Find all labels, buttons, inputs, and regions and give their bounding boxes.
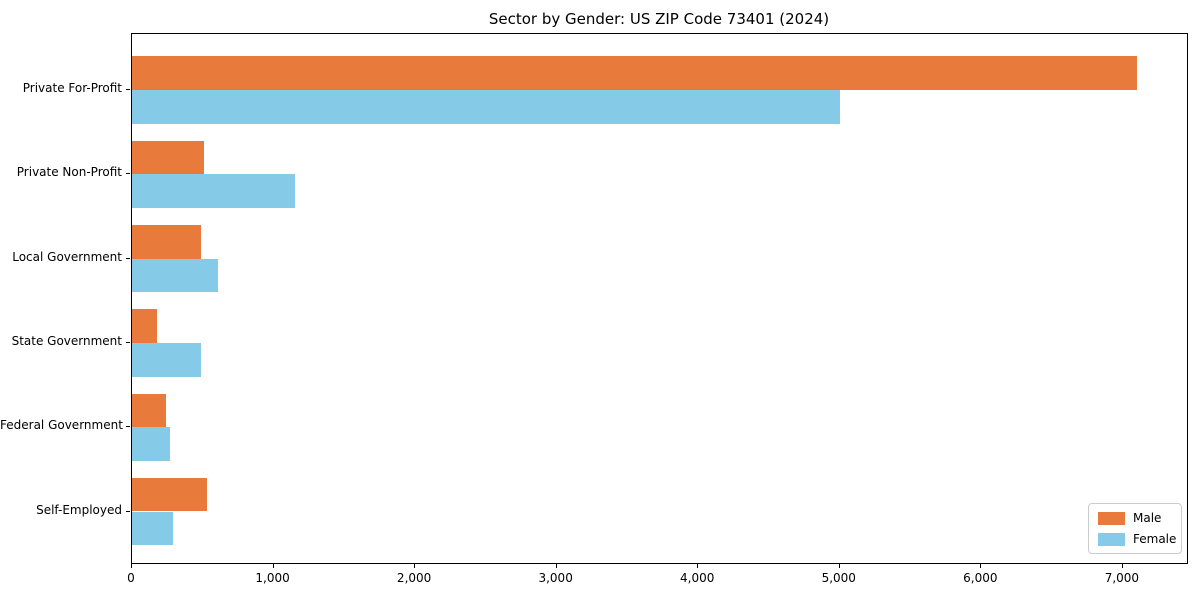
ytick-label-local-government: Local Government — [12, 249, 122, 264]
xtick-mark — [414, 564, 416, 568]
bar-male-private-for-profit — [132, 56, 1138, 90]
bar-male-state-government — [132, 309, 158, 343]
xtick-label-4-000: 4,000 — [680, 571, 715, 585]
ytick-mark — [126, 510, 130, 512]
ytick-mark — [126, 341, 130, 343]
ytick-mark — [126, 426, 130, 428]
bar-female-state-government — [132, 342, 202, 377]
xtick-label-3-000: 3,000 — [538, 571, 573, 585]
ytick-label-private-for-profit: Private For-Profit — [22, 81, 122, 95]
bar-female-federal-government — [132, 427, 171, 461]
plot-area — [131, 33, 1188, 564]
xtick-mark — [131, 564, 132, 568]
bar-female-self-employed — [132, 511, 174, 546]
legend-label-female: Female — [1133, 532, 1177, 546]
xtick-label-5-000: 5,000 — [821, 571, 856, 585]
ytick-mark — [126, 173, 130, 175]
female-series-swatch — [1098, 532, 1125, 546]
ytick-label-private-non-profit: Private Non-Profit — [16, 165, 122, 180]
ytick-label-state-government: State Government — [11, 333, 122, 348]
ytick-mark — [126, 89, 130, 90]
xtick-label-6-000: 6,000 — [963, 571, 998, 585]
legend-label-male: Male — [1133, 511, 1162, 525]
legend: Male Female — [1088, 503, 1182, 554]
xtick-mark — [838, 564, 840, 568]
xtick-label-7-000: 7,000 — [1104, 571, 1140, 585]
bar-male-private-non-profit — [132, 140, 205, 175]
xtick-mark — [1121, 564, 1123, 568]
xtick-mark — [980, 564, 982, 568]
xtick-label-0: 0 — [127, 571, 135, 585]
bar-male-local-government — [132, 224, 202, 259]
xtick-mark — [697, 564, 699, 568]
male-series-swatch — [1098, 511, 1125, 525]
legend-item-female: Female — [1098, 532, 1176, 546]
ytick-label-self-employed: Self-Employed — [36, 502, 122, 517]
bar-female-private-non-profit — [132, 174, 295, 208]
bar-female-private-for-profit — [132, 90, 840, 124]
legend-item-male: Male — [1098, 511, 1172, 525]
xtick-label-1-000: 1,000 — [255, 571, 290, 585]
xtick-mark — [272, 564, 274, 568]
ytick-mark — [126, 257, 130, 259]
ytick-label-federal-government: Federal Government — [0, 418, 123, 433]
bar-male-federal-government — [132, 393, 166, 428]
xtick-mark — [555, 564, 557, 568]
bar-male-self-employed — [132, 477, 208, 512]
bar-female-local-government — [132, 258, 219, 293]
xtick-label-2-000: 2,000 — [396, 571, 432, 585]
chart-title: Sector by Gender: US ZIP Code 73401 (202… — [488, 10, 830, 28]
